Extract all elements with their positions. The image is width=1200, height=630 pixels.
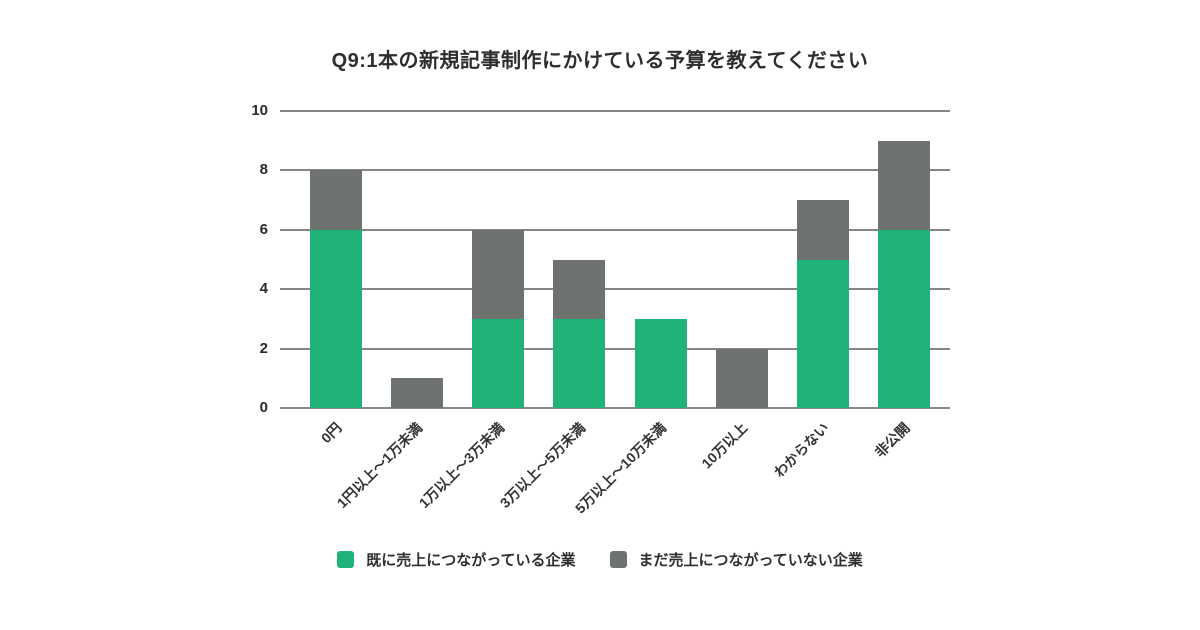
x-axis-label: 10万以上 xyxy=(698,419,751,472)
category-band xyxy=(620,111,701,408)
category-band xyxy=(864,111,945,408)
stacked-bar xyxy=(472,229,525,408)
x-axis-label: わからない xyxy=(771,419,832,481)
category-band xyxy=(539,111,620,408)
y-axis-tick-label: 8 xyxy=(259,161,268,179)
y-axis-tick-label: 4 xyxy=(259,280,268,298)
bar-segment-already-sales xyxy=(472,318,525,408)
stacked-bar xyxy=(715,348,768,408)
y-axis-tick-label: 10 xyxy=(251,102,268,119)
legend-label: まだ売上につながっていない企業 xyxy=(638,552,863,569)
stacked-bar xyxy=(309,170,362,409)
bar-segment-not-yet-sales xyxy=(715,348,768,408)
category-band xyxy=(376,111,457,408)
stacked-bar xyxy=(553,259,606,408)
bar-segment-not-yet-sales xyxy=(309,170,362,230)
x-axis-label: 0円 xyxy=(317,419,345,447)
bar-segment-not-yet-sales xyxy=(390,378,443,408)
bar-segment-already-sales xyxy=(797,259,850,408)
bar-segment-already-sales xyxy=(553,318,606,408)
legend-item: まだ売上につながっていない企業 xyxy=(609,549,863,570)
y-axis-tick-label: 2 xyxy=(259,339,268,357)
legend: 既に売上につながっている企業 まだ売上につながっていない企業 xyxy=(0,549,1200,570)
bar-segment-not-yet-sales xyxy=(472,229,525,319)
x-axis-label: 1円以上〜1万未満 xyxy=(333,419,426,512)
x-axis-label: 非公開 xyxy=(872,419,914,461)
legend-swatch-icon xyxy=(609,551,627,568)
chart-title: Q9:1本の新規記事制作にかけている予算を教えてください xyxy=(331,50,869,72)
category-band xyxy=(458,111,539,408)
bars-layer xyxy=(295,111,945,409)
gridline xyxy=(280,407,950,409)
gridline xyxy=(280,347,950,350)
plot-area: 0 2 4 6 8 10 0円 1円以上〜1万未満 1万以上〜3万未満 3万以上〜5万未満 5万以… xyxy=(251,102,950,517)
legend-label: 既に売上につながっている企業 xyxy=(366,552,576,569)
legend-item: 既に売上につながっている企業 xyxy=(337,549,576,570)
category-band xyxy=(701,111,782,408)
bar-segment-not-yet-sales xyxy=(553,259,606,319)
stacked-bar xyxy=(797,200,850,408)
y-axis-tick-label: 6 xyxy=(259,220,268,238)
gridline xyxy=(280,110,950,112)
bar-segment-already-sales xyxy=(309,229,362,409)
bar-segment-not-yet-sales xyxy=(797,200,850,260)
stacked-bar xyxy=(878,140,931,408)
bar-segment-not-yet-sales xyxy=(878,140,931,230)
legend-swatch-icon xyxy=(337,551,355,568)
y-axis-tick-label: 0 xyxy=(259,399,268,416)
category-band xyxy=(295,111,376,409)
gridline xyxy=(280,228,950,231)
stacked-bar xyxy=(634,318,687,408)
gridline xyxy=(280,288,950,291)
x-axis-label: 1万以上〜3万未満 xyxy=(415,419,507,512)
stacked-bar xyxy=(390,378,443,408)
bar-segment-already-sales xyxy=(878,229,931,408)
gridline xyxy=(280,169,950,172)
bar-segment-already-sales xyxy=(634,318,687,408)
category-band xyxy=(783,111,864,408)
